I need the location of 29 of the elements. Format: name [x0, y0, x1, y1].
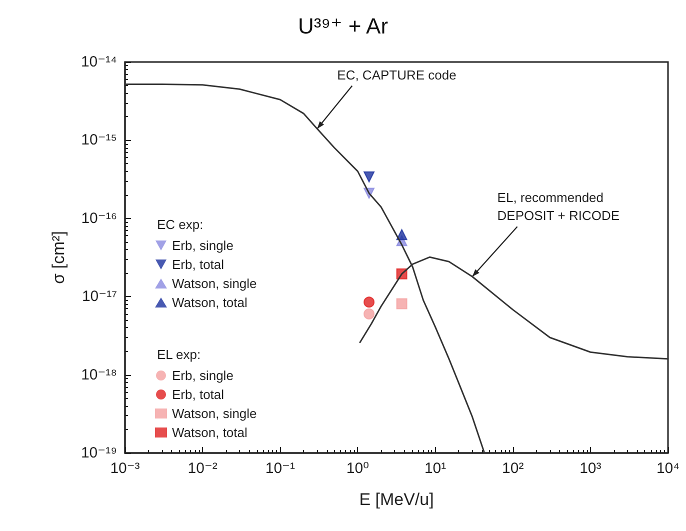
y-tick-label: 10⁻¹⁹: [80, 444, 117, 462]
x-tick-label: 10⁻³: [110, 460, 140, 477]
annotation: EL, recommended DEPOSIT + RICODE: [497, 190, 620, 224]
x-tick-label: 10¹: [424, 460, 446, 477]
x-tick-label: 10²: [502, 460, 524, 477]
y-tick-label: 10⁻¹⁵: [81, 132, 117, 149]
legend-label: Erb, single: [172, 238, 234, 253]
annotation: EL exp:: [157, 347, 201, 362]
x-tick-label: 10³: [580, 460, 602, 477]
y-axis-title: σ [cm²]: [49, 231, 68, 284]
legend-label: Erb, total: [172, 257, 224, 272]
legend-label: Watson, total: [172, 295, 248, 310]
y-tick-label: 10⁻¹⁸: [81, 366, 117, 384]
legend-label: Erb, total: [172, 387, 224, 402]
y-tick-label: 10⁻¹⁷: [82, 288, 117, 306]
x-axis-title: E [MeV/u]: [359, 490, 434, 509]
annotation: EC exp:: [157, 217, 204, 232]
annotation: EC, CAPTURE code: [337, 67, 456, 82]
legend-label: Watson, single: [172, 276, 257, 291]
x-tick-label: 10⁻²: [188, 460, 218, 477]
y-tick-label: 10⁻¹⁴: [80, 54, 117, 70]
x-tick-label: 10⁻¹: [265, 460, 295, 477]
y-tick-label: 10⁻¹⁶: [81, 210, 117, 227]
x-tick-label: 10⁰: [346, 460, 370, 477]
x-tick-label: 10⁴: [656, 460, 680, 477]
chart-title: U³⁹⁺ + Ar: [298, 14, 388, 38]
legend-label: Watson, single: [172, 406, 257, 421]
legend-label: Watson, total: [172, 425, 248, 440]
legend-label: Erb, single: [172, 368, 234, 383]
